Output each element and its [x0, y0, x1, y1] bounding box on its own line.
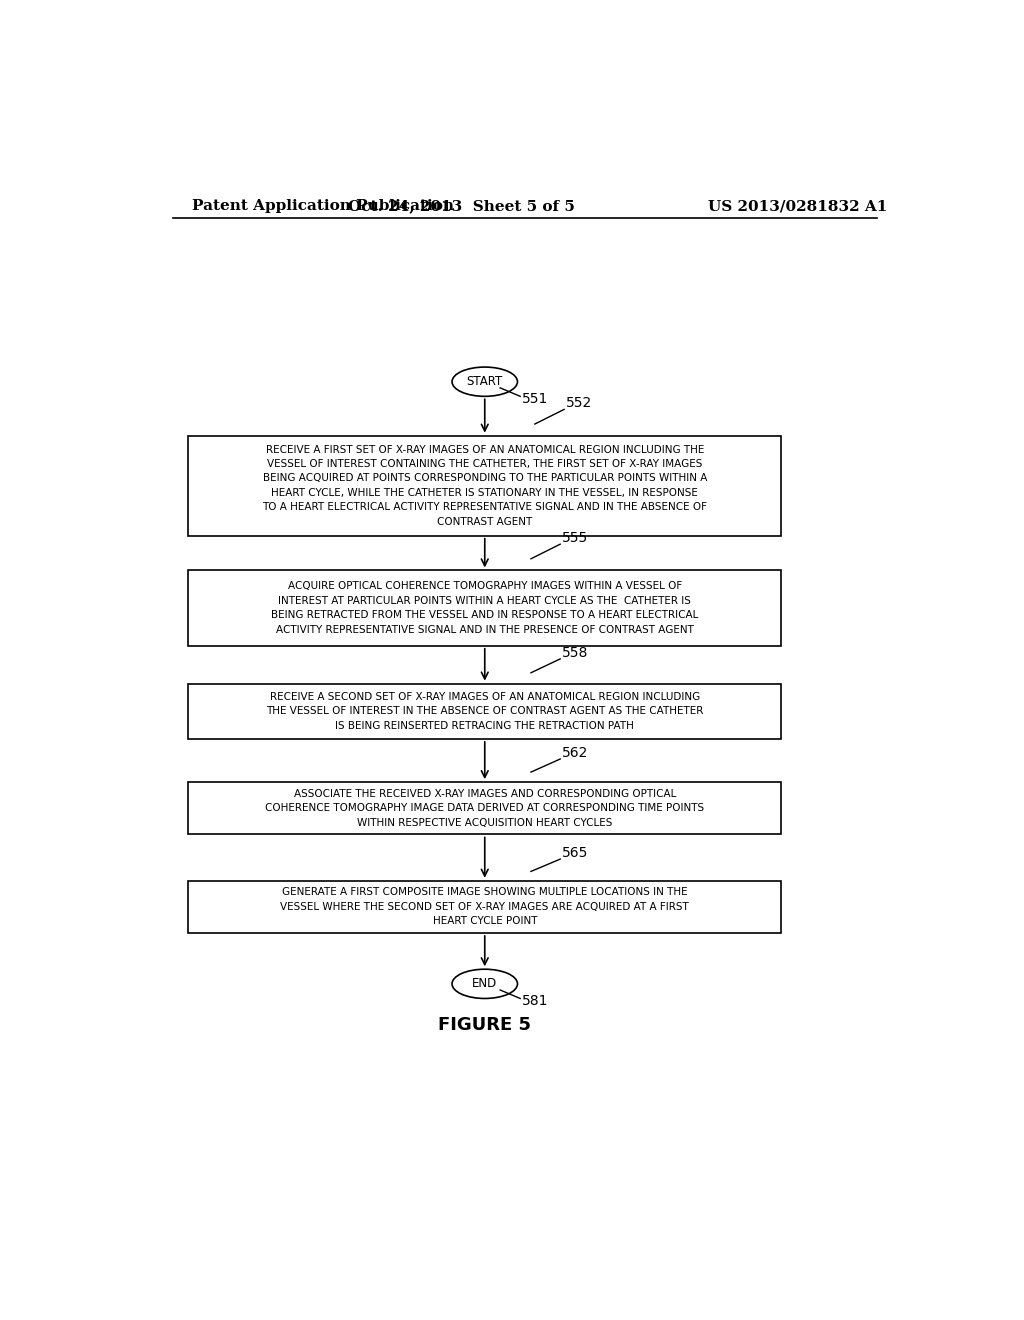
Text: 552: 552 [565, 396, 592, 411]
Text: 551: 551 [521, 392, 548, 405]
Text: 581: 581 [521, 994, 548, 1007]
Text: Oct. 24, 2013  Sheet 5 of 5: Oct. 24, 2013 Sheet 5 of 5 [348, 199, 575, 213]
Text: Patent Application Publication: Patent Application Publication [193, 199, 455, 213]
Text: GENERATE A FIRST COMPOSITE IMAGE SHOWING MULTIPLE LOCATIONS IN THE
VESSEL WHERE : GENERATE A FIRST COMPOSITE IMAGE SHOWING… [281, 887, 689, 927]
Text: RECEIVE A SECOND SET OF X-RAY IMAGES OF AN ANATOMICAL REGION INCLUDING
THE VESSE: RECEIVE A SECOND SET OF X-RAY IMAGES OF … [266, 692, 703, 731]
Text: ACQUIRE OPTICAL COHERENCE TOMOGRAPHY IMAGES WITHIN A VESSEL OF
INTEREST AT PARTI: ACQUIRE OPTICAL COHERENCE TOMOGRAPHY IMA… [271, 582, 698, 635]
FancyBboxPatch shape [188, 436, 781, 536]
FancyBboxPatch shape [188, 570, 781, 645]
Text: US 2013/0281832 A1: US 2013/0281832 A1 [708, 199, 888, 213]
Text: 565: 565 [562, 846, 588, 859]
Text: END: END [472, 977, 498, 990]
FancyBboxPatch shape [188, 880, 781, 933]
Text: RECEIVE A FIRST SET OF X-RAY IMAGES OF AN ANATOMICAL REGION INCLUDING THE
VESSEL: RECEIVE A FIRST SET OF X-RAY IMAGES OF A… [262, 445, 708, 527]
FancyBboxPatch shape [188, 684, 781, 739]
Text: 562: 562 [562, 746, 588, 760]
Text: START: START [467, 375, 503, 388]
Text: 558: 558 [562, 645, 588, 660]
Text: FIGURE 5: FIGURE 5 [438, 1015, 531, 1034]
Text: 555: 555 [562, 531, 588, 545]
FancyBboxPatch shape [188, 781, 781, 834]
Text: ASSOCIATE THE RECEIVED X-RAY IMAGES AND CORRESPONDING OPTICAL
COHERENCE TOMOGRAP: ASSOCIATE THE RECEIVED X-RAY IMAGES AND … [265, 789, 705, 828]
